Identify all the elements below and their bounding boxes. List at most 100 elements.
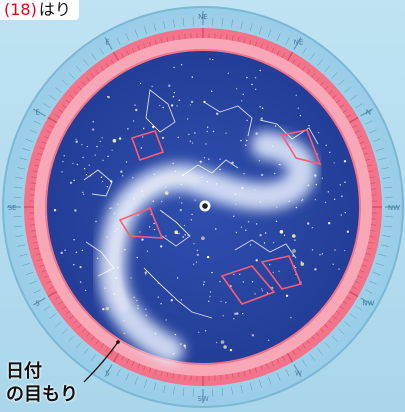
star — [292, 234, 296, 238]
star — [91, 128, 95, 131]
star — [173, 353, 175, 355]
direction-labels: NE NE N NW NW W SW S S SE E E — [8, 13, 401, 403]
date-tick — [148, 41, 152, 47]
outer-tick — [134, 376, 139, 385]
outer-tick — [338, 79, 345, 86]
star — [325, 144, 327, 146]
date-tick — [349, 290, 359, 298]
star — [165, 235, 167, 237]
star — [247, 221, 250, 223]
star — [177, 136, 179, 138]
star — [240, 139, 242, 142]
star — [344, 249, 346, 252]
star — [225, 301, 227, 304]
star — [124, 248, 126, 251]
date-tick — [73, 90, 78, 95]
star — [212, 130, 215, 133]
outer-tick — [355, 103, 363, 109]
outer-tick — [231, 386, 233, 395]
date-tick — [357, 275, 363, 279]
star — [148, 226, 151, 228]
date-tick — [276, 358, 280, 364]
star — [283, 234, 286, 236]
star — [343, 160, 347, 163]
star — [188, 133, 190, 136]
star — [334, 249, 336, 251]
date-tick — [342, 301, 348, 305]
star — [324, 201, 327, 204]
date-tick — [65, 99, 71, 104]
date-tick — [172, 35, 174, 41]
date-tick — [266, 45, 269, 51]
star — [106, 186, 109, 188]
date-tick — [112, 353, 120, 363]
star — [191, 213, 193, 216]
star — [209, 295, 211, 298]
star — [123, 320, 125, 322]
date-tick — [32, 241, 38, 244]
star — [113, 293, 116, 295]
date-tick — [69, 315, 74, 320]
date-tick — [31, 176, 37, 178]
date-tick — [332, 315, 337, 320]
star — [141, 238, 144, 241]
date-tick — [328, 319, 333, 324]
star — [279, 164, 281, 166]
star — [255, 223, 258, 225]
outer-tick — [378, 253, 387, 257]
date-tick — [306, 69, 311, 75]
constellation-center-1 — [181, 159, 239, 177]
star — [333, 198, 336, 200]
outer-tick — [17, 244, 26, 247]
date-tick — [328, 90, 333, 95]
date-tick — [339, 306, 344, 310]
outer-tick — [83, 59, 89, 66]
star — [146, 250, 149, 252]
date-tick — [39, 264, 45, 267]
date-pointer-line — [83, 340, 120, 383]
constellation-south-1 — [234, 239, 297, 259]
date-tick — [160, 370, 163, 376]
star — [201, 236, 205, 240]
star — [143, 127, 145, 130]
constellation-lines — [83, 89, 319, 319]
star — [341, 195, 343, 197]
outer-tick — [344, 87, 351, 93]
star — [142, 194, 144, 197]
date-tick — [254, 41, 258, 47]
outer-tick — [68, 72, 75, 79]
outer-tick — [43, 305, 51, 311]
star — [94, 154, 96, 156]
star — [182, 236, 184, 238]
star — [86, 145, 89, 148]
star — [259, 234, 262, 237]
star — [127, 128, 129, 130]
date-tick — [143, 43, 146, 49]
date-tick — [55, 296, 60, 300]
date-tick — [41, 270, 47, 273]
outer-tick — [221, 18, 224, 27]
star — [133, 198, 135, 200]
star — [294, 239, 296, 241]
star — [173, 66, 175, 69]
direction-label: S — [35, 300, 40, 308]
outer-tick — [276, 373, 281, 381]
star — [79, 265, 82, 269]
date-tick — [243, 370, 246, 376]
star — [344, 211, 346, 214]
date-tick — [49, 125, 54, 128]
date-tick — [302, 66, 306, 71]
date-tick — [46, 280, 52, 284]
outer-tick — [259, 26, 262, 34]
outer-tick — [116, 37, 121, 45]
outer-tick — [378, 157, 387, 161]
star — [314, 174, 317, 177]
star — [132, 177, 134, 179]
star — [153, 222, 155, 225]
outer-tick — [173, 19, 175, 28]
star — [344, 181, 346, 183]
date-tick — [32, 170, 38, 173]
outer-tick — [33, 120, 41, 125]
star — [180, 64, 183, 66]
